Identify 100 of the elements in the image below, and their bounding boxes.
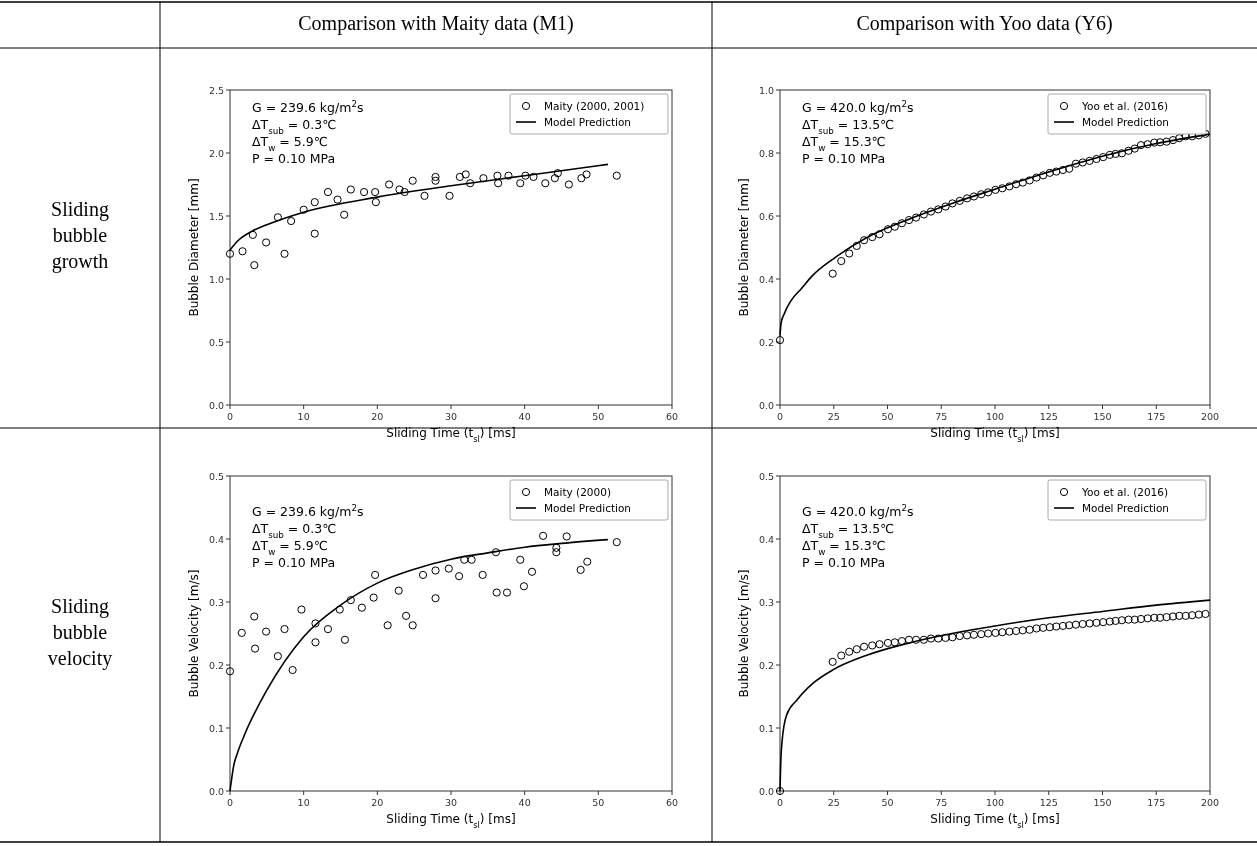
- point: [445, 191, 454, 200]
- point: [1111, 149, 1120, 159]
- point: [467, 555, 476, 564]
- point: [1065, 621, 1074, 630]
- point: [962, 194, 972, 203]
- point: [491, 548, 501, 557]
- point: [1188, 611, 1197, 620]
- point: [1150, 613, 1159, 622]
- annotation: ΔT$_{w}$ = 5.9℃: [252, 134, 328, 153]
- point: [1136, 141, 1146, 150]
- point: [845, 647, 854, 656]
- y-axis-title: Bubble Diameter [mm]: [737, 178, 751, 317]
- legend-label: Model Prediction: [544, 502, 632, 514]
- point: [1018, 178, 1027, 187]
- point: [912, 635, 921, 644]
- point: [948, 633, 957, 642]
- point: [1005, 182, 1014, 191]
- point: [1005, 627, 1014, 636]
- point: [516, 179, 525, 188]
- point: [225, 249, 235, 258]
- point: [408, 621, 417, 630]
- x-tick-label: 0: [226, 411, 234, 422]
- y-tick-label: 0.3: [208, 596, 224, 608]
- point: [1032, 173, 1041, 182]
- point: [1052, 167, 1061, 176]
- y-tick-label: 0.5: [208, 470, 224, 482]
- point: [828, 269, 837, 278]
- point: [1156, 613, 1165, 622]
- x-tick-label: 20: [371, 411, 384, 422]
- point: [418, 570, 428, 580]
- legend-label: Yoo et al. (2016): [1081, 486, 1169, 498]
- point: [828, 657, 837, 666]
- point: [1136, 614, 1146, 624]
- point: [395, 185, 404, 194]
- point: [297, 605, 306, 614]
- y-tick-label: 0.5: [758, 470, 774, 482]
- point: [385, 180, 394, 189]
- point: [250, 261, 259, 270]
- x-tick-label: 25: [827, 411, 840, 422]
- annotation: P = 0.10 MPa: [802, 151, 886, 166]
- point: [852, 645, 861, 654]
- point: [262, 627, 271, 636]
- point: [504, 171, 513, 180]
- point: [576, 565, 585, 574]
- point: [237, 628, 246, 637]
- point: [1130, 615, 1139, 624]
- point: [383, 621, 392, 630]
- point: [1085, 619, 1094, 628]
- point: [577, 174, 586, 183]
- point: [998, 628, 1007, 637]
- point: [962, 631, 972, 640]
- point: [394, 586, 403, 595]
- y-tick-label: 0.3: [758, 596, 774, 608]
- x-tick-label: 60: [665, 411, 679, 422]
- point: [371, 570, 380, 580]
- point: [991, 185, 1000, 194]
- legend-label: Model Prediction: [544, 116, 632, 128]
- point: [1052, 622, 1061, 631]
- point: [541, 179, 550, 188]
- point: [926, 207, 936, 216]
- point: [1150, 138, 1159, 147]
- x-tick-label: 20: [371, 797, 384, 808]
- point: [225, 667, 235, 676]
- legend-label: Model Prediction: [1082, 502, 1170, 514]
- point: [552, 548, 561, 557]
- x-tick-label: 10: [297, 797, 310, 808]
- point: [310, 229, 319, 238]
- legend-label: Maity (2000, 2001): [544, 100, 645, 112]
- annotation: G = 239.6 kg/m$^{2}$s: [252, 99, 364, 115]
- point: [1045, 168, 1054, 177]
- point: [1162, 137, 1171, 146]
- x-tick-label: 75: [935, 797, 948, 808]
- point: [371, 187, 380, 197]
- annotation: ΔT$_{w}$ = 15.3℃: [802, 134, 886, 153]
- point: [1143, 614, 1152, 623]
- text: Sliding bubble growth: [51, 198, 109, 273]
- y-tick-label: 0.2: [208, 659, 224, 671]
- point: [977, 190, 986, 199]
- point: [775, 336, 785, 345]
- point: [238, 247, 247, 256]
- annotation: G = 420.0 kg/m$^{2}$s: [802, 503, 914, 519]
- point: [1105, 617, 1114, 626]
- point: [1099, 153, 1108, 162]
- annotation: ΔT$_{sub}$ = 13.5℃: [802, 117, 895, 136]
- point: [1175, 611, 1184, 620]
- y-tick-label: 0.0: [758, 399, 774, 411]
- y-tick-label: 2.0: [208, 147, 224, 159]
- point: [1156, 138, 1165, 147]
- point: [333, 195, 342, 204]
- point: [359, 187, 369, 197]
- point: [912, 213, 921, 222]
- point: [357, 603, 366, 612]
- point: [288, 665, 297, 675]
- y-tick-label: 0.2: [758, 336, 774, 348]
- point: [494, 179, 503, 188]
- point: [311, 619, 320, 628]
- x-tick-label: 100: [985, 411, 1005, 422]
- point: [529, 172, 538, 182]
- point: [859, 236, 869, 245]
- point: [919, 210, 928, 219]
